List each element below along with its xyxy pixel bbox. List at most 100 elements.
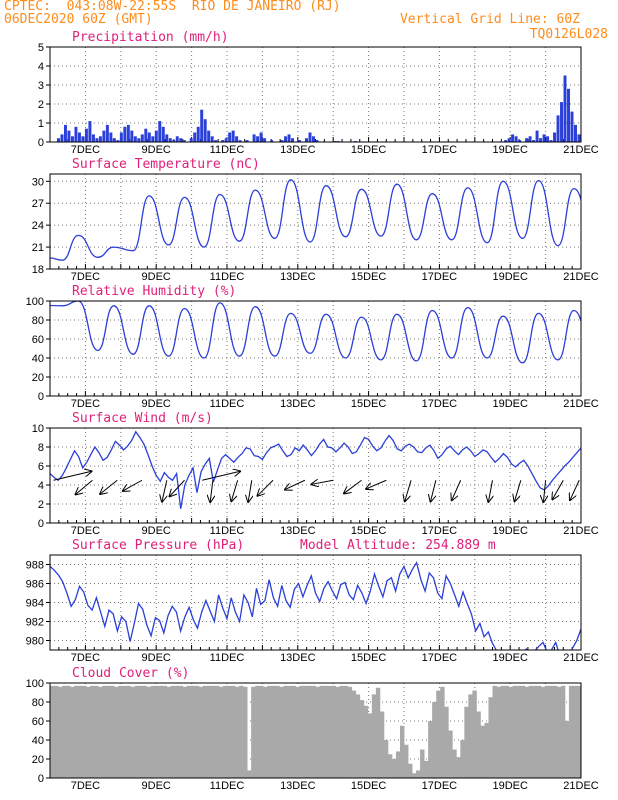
cloud-column — [399, 725, 405, 778]
cloud-column — [568, 685, 574, 778]
cloud-column — [299, 685, 304, 778]
x-tick-label: 13DEC — [280, 780, 316, 792]
cloud-column — [118, 685, 123, 778]
y-tick-label: 27 — [32, 198, 44, 210]
x-tick-label: 17DEC — [422, 525, 458, 537]
cloud-column — [98, 686, 103, 778]
x-tick-label: 7DEC — [71, 652, 100, 664]
cloud-column — [560, 685, 566, 778]
cloud-column — [480, 725, 485, 778]
precip-bar — [196, 126, 200, 142]
precip-bar — [214, 140, 218, 142]
cloud-column — [311, 685, 316, 778]
wind-arrow — [123, 479, 143, 491]
x-tick-label: 13DEC — [280, 525, 316, 537]
cloud-column — [170, 685, 176, 778]
panel-title: Surface Wind (m/s) — [72, 411, 213, 426]
cloud-column — [150, 685, 155, 778]
x-tick-label: 13DEC — [280, 144, 316, 156]
x-tick-label: 21DEC — [563, 398, 599, 410]
y-tick-label: 40 — [32, 353, 44, 365]
precip-bar — [81, 136, 85, 142]
x-tick-label: 19DEC — [492, 780, 528, 792]
precip-bar — [137, 138, 141, 142]
y-tick-label: 2 — [38, 99, 44, 111]
x-tick-label: 11DEC — [210, 652, 245, 664]
cloud-column — [488, 697, 493, 778]
panel-frame — [49, 46, 582, 143]
precip-bar — [238, 140, 242, 142]
y-tick-label: 982 — [26, 617, 44, 629]
precip-bar — [560, 102, 564, 142]
precip-bar — [221, 140, 225, 142]
cloud-column — [54, 685, 59, 778]
precip-bar — [224, 138, 228, 142]
cloud-column — [464, 706, 469, 778]
precip-bar — [151, 136, 155, 142]
precip-bar — [504, 140, 508, 142]
wind-arrow — [344, 479, 362, 493]
wind-arrow — [162, 480, 167, 501]
precip-bar — [67, 130, 71, 142]
series-line — [50, 430, 581, 509]
cloud-column — [174, 685, 180, 778]
cloud-column — [315, 686, 320, 778]
cloud-column — [134, 685, 139, 778]
y-tick-label: 24 — [32, 220, 44, 232]
x-tick-label: 17DEC — [422, 398, 458, 410]
panel-0 — [46, 46, 582, 143]
wind-arrow — [210, 480, 213, 502]
cloud-column — [404, 744, 409, 778]
cloud-column — [420, 749, 425, 778]
wind-arrow — [100, 479, 118, 494]
cloud-column — [375, 687, 381, 778]
precip-bar — [315, 140, 319, 142]
wind-arrow — [543, 480, 545, 502]
cloud-column — [351, 690, 357, 778]
precip-bar — [291, 138, 295, 142]
cloud-column — [500, 685, 505, 778]
wind-arrow — [366, 479, 387, 489]
panel-title: Surface Temperature (nC) — [72, 157, 260, 172]
y-tick-label: 80 — [32, 697, 44, 709]
wind-arrow — [285, 479, 306, 489]
cloud-column — [367, 713, 373, 778]
panel-frame — [49, 427, 582, 524]
precip-bar — [577, 134, 581, 142]
cloud-column — [536, 685, 542, 778]
cloud-column — [90, 685, 95, 778]
cloud-column — [182, 686, 188, 778]
cloud-column — [206, 685, 212, 778]
panel-frame — [49, 554, 582, 651]
x-tick-label: 19DEC — [492, 398, 528, 410]
precip-bar — [542, 134, 546, 142]
x-tick-label: 11DEC — [210, 144, 245, 156]
cloud-column — [512, 685, 518, 778]
y-tick-label: 21 — [32, 242, 44, 254]
cloud-column — [343, 685, 349, 778]
precip-bar — [91, 134, 95, 142]
cloud-column — [504, 685, 509, 778]
precip-bar — [231, 130, 235, 142]
cloud-column — [496, 686, 501, 778]
precip-bar — [287, 134, 291, 142]
cloud-column — [576, 685, 582, 778]
precip-bar — [112, 138, 116, 142]
panel-title: Relative Humidity (%) — [72, 284, 236, 299]
x-tick-label: 9DEC — [142, 398, 171, 410]
cloud-column — [319, 685, 324, 778]
precip-bar — [535, 130, 539, 142]
wind-arrow — [248, 480, 252, 502]
x-tick-label: 15DEC — [351, 398, 387, 410]
precip-bar — [235, 136, 239, 142]
cloud-column — [82, 685, 87, 778]
x-tick-label: 15DEC — [351, 652, 387, 664]
cloud-column — [122, 685, 127, 778]
wind-arrow — [570, 480, 580, 500]
cloud-column — [186, 685, 192, 778]
x-tick-label: 7DEC — [71, 271, 100, 283]
cloud-column — [383, 740, 389, 778]
cloud-column — [456, 757, 461, 778]
x-tick-label: 9DEC — [142, 271, 171, 283]
